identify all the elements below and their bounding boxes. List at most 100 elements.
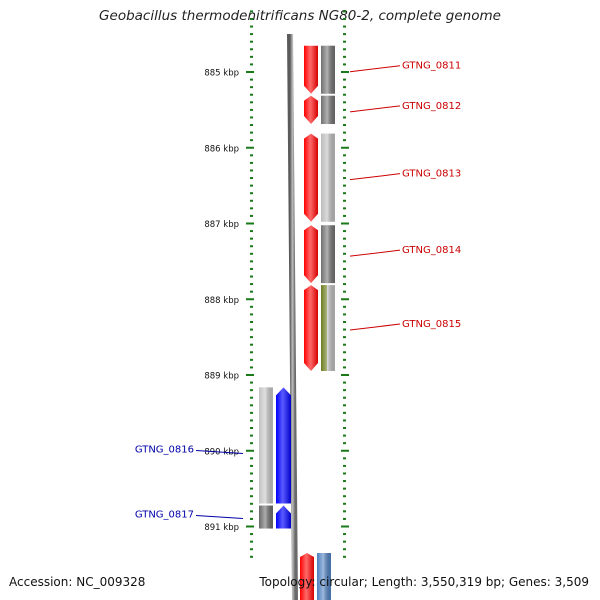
gene-leader-line: [349, 173, 401, 181]
minor-tick-left: [250, 192, 253, 195]
gene-arrow-reverse: [276, 387, 291, 504]
minor-tick-left: [250, 427, 253, 430]
minor-tick-left: [250, 328, 253, 331]
minor-tick-left: [250, 366, 253, 369]
minor-tick-left: [250, 237, 253, 240]
minor-tick-right: [343, 434, 346, 437]
minor-tick-right: [343, 10, 346, 13]
minor-tick-left: [250, 283, 253, 286]
minor-tick-right: [343, 161, 346, 164]
minor-tick-right: [343, 184, 346, 187]
minor-tick-left: [250, 33, 253, 36]
minor-tick-left: [250, 381, 253, 384]
minor-tick-right: [343, 260, 346, 263]
minor-tick-left: [250, 396, 253, 399]
minor-tick-left: [250, 343, 253, 346]
genome-info-label: Topology: circular; Length: 3,550,319 bp…: [259, 575, 589, 589]
gene-arrow-reverse: [276, 505, 291, 529]
minor-tick-left: [250, 442, 253, 445]
minor-tick-left: [250, 510, 253, 513]
minor-tick-right: [343, 343, 346, 346]
minor-tick-right: [343, 116, 346, 119]
minor-tick-right: [343, 40, 346, 43]
minor-tick-left: [250, 199, 253, 202]
minor-tick-left: [250, 464, 253, 467]
minor-tick-left: [250, 358, 253, 361]
minor-tick-right: [343, 502, 346, 505]
minor-tick-right: [343, 63, 346, 66]
gene-labels: GTNG_0811 GTNG_0812 GTNG_0813 GTNG_0814 GTNG…: [135, 61, 461, 521]
minor-tick-left: [250, 154, 253, 157]
minor-tick-right: [343, 214, 346, 217]
minor-tick-right: [343, 555, 346, 558]
minor-tick-right: [343, 457, 346, 460]
minor-tick-right: [343, 305, 346, 308]
minor-tick-right: [343, 275, 346, 278]
gene-status-shading: [321, 45, 335, 94]
gene-arrow-forward: [304, 285, 318, 371]
gene-leader-line: [349, 323, 401, 331]
minor-tick-right: [343, 131, 346, 134]
minor-tick-right: [343, 389, 346, 392]
major-tick-left: [246, 298, 254, 301]
minor-tick-left: [250, 63, 253, 66]
minor-tick-left: [250, 230, 253, 233]
gene-leader-line: [349, 105, 401, 113]
minor-tick-right: [343, 336, 346, 339]
minor-tick-right: [343, 139, 346, 142]
minor-tick-left: [250, 131, 253, 134]
gene-label: GTNG_0814: [402, 245, 461, 256]
tick-label: 888 kbp: [204, 296, 239, 306]
gene-track: [259, 45, 335, 600]
gene-label: GTNG_0813: [402, 169, 461, 180]
minor-tick-right: [343, 419, 346, 422]
major-tick-left: [246, 222, 254, 225]
minor-tick-left: [250, 139, 253, 142]
minor-tick-left: [250, 25, 253, 28]
minor-tick-left: [250, 124, 253, 127]
minor-tick-right: [343, 207, 346, 210]
gene-arrow-forward-partial: [300, 553, 314, 600]
minor-tick-left: [250, 275, 253, 278]
gene-arrow-forward: [304, 133, 318, 222]
minor-tick-left: [250, 267, 253, 270]
minor-tick-left: [250, 214, 253, 217]
minor-tick-right: [343, 199, 346, 202]
gene-leader-line: [195, 515, 244, 520]
minor-tick-right: [343, 480, 346, 483]
minor-tick-left: [250, 17, 253, 20]
minor-tick-left: [250, 495, 253, 498]
gene-label: GTNG_0816: [135, 445, 194, 456]
minor-tick-left: [250, 411, 253, 414]
major-tick-right: [341, 298, 349, 301]
minor-tick-right: [343, 313, 346, 316]
minor-tick-left: [250, 101, 253, 104]
tick-label: 886 kbp: [204, 144, 239, 154]
gene-label: GTNG_0815: [402, 319, 461, 330]
minor-tick-left: [250, 252, 253, 255]
minor-tick-right: [343, 25, 346, 28]
gene-leader-line: [195, 450, 244, 455]
gene-status-shading: [321, 133, 335, 222]
gene-label: GTNG_0812: [402, 101, 461, 112]
minor-tick-left: [250, 533, 253, 536]
minor-tick-left: [250, 86, 253, 89]
minor-tick-right: [343, 192, 346, 195]
minor-tick-left: [250, 434, 253, 437]
minor-tick-right: [343, 283, 346, 286]
minor-tick-right: [343, 517, 346, 520]
minor-tick-left: [250, 78, 253, 81]
gene-leader-line: [349, 249, 401, 257]
minor-tick-right: [343, 169, 346, 172]
minor-tick-left: [250, 116, 253, 119]
minor-tick-left: [250, 517, 253, 520]
minor-tick-left: [250, 177, 253, 180]
minor-tick-left: [250, 336, 253, 339]
accession-label: Accession: NC_009328: [9, 575, 146, 589]
minor-tick-right: [343, 290, 346, 293]
minor-tick-left: [250, 351, 253, 354]
gene-status-shading: [259, 387, 273, 504]
minor-tick-right: [343, 487, 346, 490]
